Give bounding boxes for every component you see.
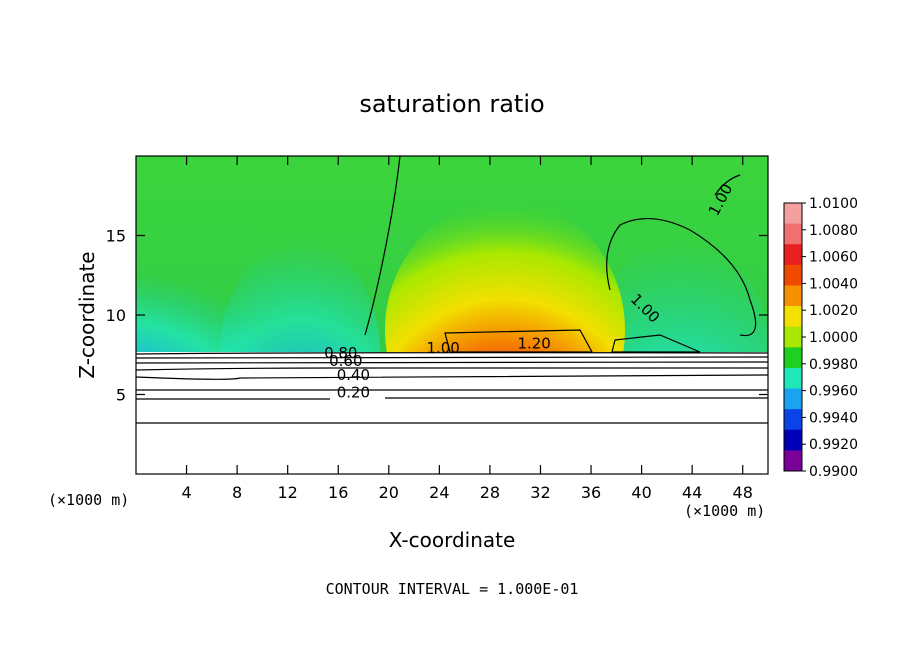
colorbar-label-3: 1.0040 (809, 276, 858, 292)
x-tick-label-8: 36 (581, 483, 601, 502)
colorbar-swatch-6 (784, 326, 802, 348)
x-tick-label-10: 44 (682, 483, 702, 502)
colorbar-swatch-5 (784, 306, 802, 328)
colorbar-swatch-3 (784, 264, 802, 286)
heatmap-field (136, 156, 768, 474)
x-tick-label-1: 8 (232, 483, 242, 502)
y-axis-title: Z-coordinate (75, 251, 99, 378)
colorbar-swatch-8 (784, 367, 802, 390)
colorbar-swatch-2 (784, 244, 802, 266)
x-axis: 4 8 12 16 20 24 28 32 36 40 44 48 (181, 156, 753, 502)
contour-lines (135, 155, 769, 424)
x-unit-label: (×1000 m) (48, 491, 129, 509)
y-tick-label-2: 15 (106, 227, 126, 246)
colorbar-label-0: 1.0100 (809, 196, 858, 212)
colorbar-label-1: 1.0080 (809, 223, 858, 239)
colorbar-label-2: 1.0060 (809, 250, 858, 266)
y-unit-label: (×1000 m) (684, 502, 765, 520)
contour-label-6: 0.40 (337, 366, 370, 384)
colorbar-swatch-0 (784, 203, 802, 225)
colorbar-swatch-9 (784, 388, 802, 410)
contour-label-2: 1.00 (426, 339, 459, 357)
x-tick-label-6: 28 (480, 483, 500, 502)
colorbar-swatch-7 (784, 347, 802, 369)
colorbar-swatch-10 (784, 409, 802, 431)
x-tick-label-0: 4 (181, 483, 191, 502)
x-tick-label-9: 40 (631, 483, 651, 502)
contour-interval-footer: CONTOUR INTERVAL = 1.000E-01 (326, 580, 579, 598)
contour-label-3: 1.20 (517, 334, 550, 352)
colorbar: 1.0100 1.0080 1.0060 1.0040 1.0020 1.0000 0.99… (783, 196, 858, 480)
contour-label-5: 0.60 (329, 352, 362, 370)
colorbar-label-8: 0.9940 (809, 410, 858, 426)
colorbar-label-7: 0.9960 (809, 384, 858, 400)
chart-title: saturation ratio (359, 90, 544, 118)
colorbar-label-6: 0.9980 (809, 357, 858, 373)
x-tick-label-3: 16 (328, 483, 348, 502)
colorbar-swatch-1 (784, 223, 802, 245)
contour-label-7: 0.20 (337, 384, 370, 402)
x-tick-label-5: 24 (429, 483, 449, 502)
x-tick-label-2: 12 (278, 483, 298, 502)
contour-label-4: 0.80 (324, 344, 357, 362)
colorbar-swatch-11 (784, 429, 802, 451)
x-axis-title: X-coordinate (389, 528, 516, 552)
colorbar-swatch-12 (784, 450, 802, 472)
x-tick-label-11: 48 (733, 483, 753, 502)
colorbar-label-9: 0.9920 (809, 437, 858, 453)
y-axis: 5 10 15 (106, 227, 768, 405)
x-tick-label-7: 32 (530, 483, 550, 502)
colorbar-swatch-4 (784, 285, 802, 307)
colorbar-label-4: 1.0020 (809, 303, 858, 319)
x-tick-label-4: 20 (379, 483, 399, 502)
y-tick-label-0: 5 (116, 386, 126, 405)
colorbar-label-5: 1.0000 (809, 330, 858, 346)
colorbar-label-10: 0.9900 (809, 464, 858, 480)
y-tick-label-1: 10 (106, 306, 126, 325)
